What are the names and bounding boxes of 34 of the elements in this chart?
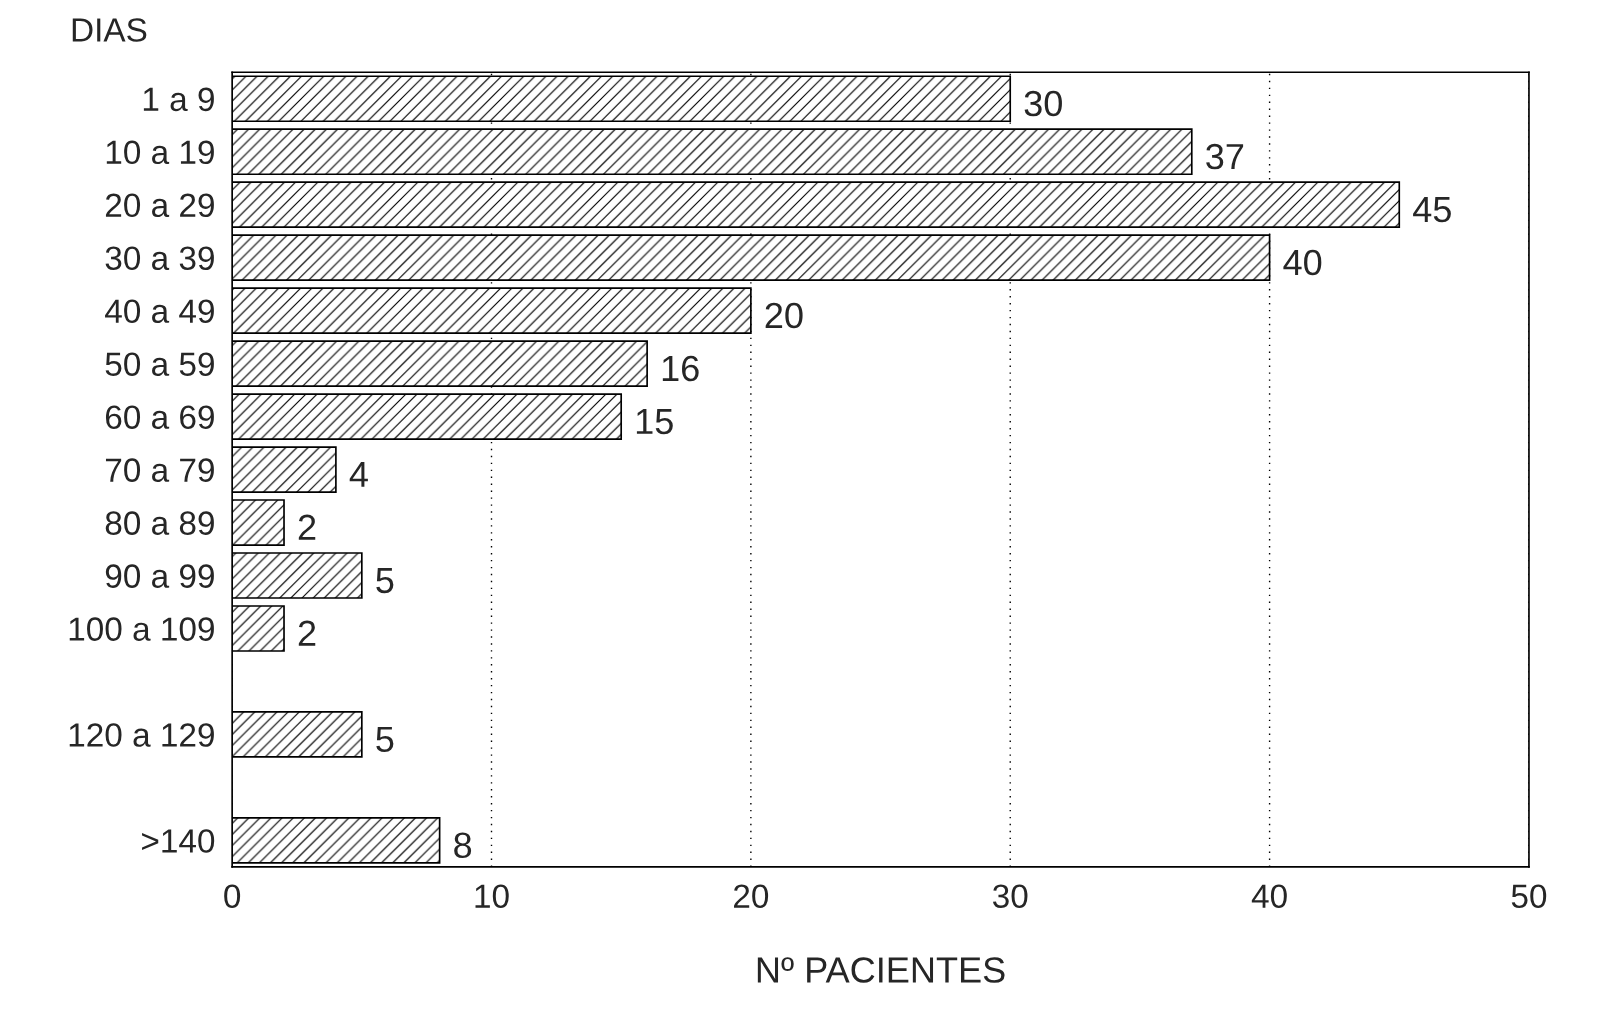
data-label: 40: [1283, 249, 1322, 276]
data-label: 20: [765, 302, 803, 329]
x-tick-label: 50: [1511, 884, 1547, 909]
y-tick-label: 20 a 29: [105, 193, 214, 218]
x-tick-label: 30: [992, 884, 1028, 909]
y-tick-label: 50 a 59: [105, 352, 214, 377]
data-label: 2: [298, 620, 316, 646]
y-tick-label: 30 a 39: [105, 246, 214, 271]
data-label: 37: [1206, 143, 1244, 170]
y-tick-label: 100 a 109: [69, 617, 214, 641]
data-label: 2: [298, 514, 316, 540]
data-label: 5: [376, 567, 394, 594]
y-tick-label: 40 a 49: [105, 299, 214, 324]
data-label: 45: [1413, 197, 1451, 223]
data-label: 5: [376, 726, 394, 753]
y-tick-label: 10 a 19: [106, 140, 214, 165]
y-tick-label: 60 a 69: [105, 405, 214, 429]
y-axis-title: DIAS: [72, 18, 147, 42]
y-tick-label: 120 a 129: [69, 723, 214, 747]
y-tick-label: 80 a 89: [105, 511, 214, 535]
x-tick-label: 0: [224, 884, 241, 909]
y-tick-label: 90 a 99: [105, 564, 214, 588]
x-axis-title: Nº PACIENTES: [757, 957, 1005, 983]
y-tick-label: 70 a 79: [105, 458, 214, 482]
data-label: 30: [1024, 90, 1062, 117]
x-tick-label: 40: [1251, 884, 1287, 909]
data-label: 15: [636, 409, 673, 435]
data-label: 16: [662, 355, 699, 382]
x-tick-label: 10: [475, 884, 509, 909]
data-label: 8: [454, 832, 472, 859]
x-tick-label: 20: [734, 884, 769, 909]
data-label: 4: [349, 462, 368, 487]
y-tick-label: 1 a 9: [143, 87, 214, 112]
y-tick-label: >140: [142, 829, 215, 853]
